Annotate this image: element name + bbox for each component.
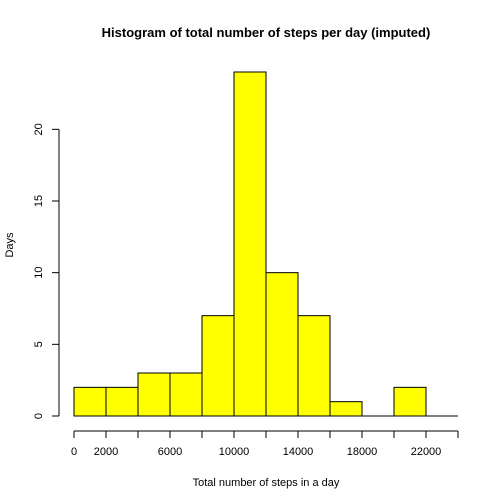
x-axis: 0 2000 6000 10000 14000 18000 22000 — [71, 430, 459, 458]
histogram-bar-2 — [137, 372, 171, 417]
y-tick-label-0: 0 — [33, 413, 45, 419]
y-axis: 0 5 10 15 20 — [33, 123, 60, 419]
histogram-bar-6 — [265, 272, 299, 417]
histogram-bar-3 — [169, 372, 203, 417]
x-tick-label-1: 2000 — [94, 446, 118, 458]
y-axis-label: Days — [4, 232, 16, 258]
histogram-bar-1 — [105, 386, 139, 417]
y-tick-label-2: 10 — [33, 267, 45, 279]
histogram-bar-5 — [233, 71, 267, 417]
histogram-bar-7 — [297, 315, 331, 417]
x-tick-label-9: 18000 — [347, 446, 378, 458]
histogram-bar-0 — [73, 386, 107, 417]
x-axis-label: Total number of steps in a day — [193, 477, 340, 489]
x-tick-label-3: 6000 — [158, 446, 182, 458]
x-tick-label-11: 22000 — [411, 446, 442, 458]
y-tick-label-4: 20 — [33, 123, 45, 135]
histogram-bar-4 — [201, 315, 235, 417]
x-tick-label-7: 14000 — [283, 446, 314, 458]
x-tick-label-5: 10000 — [219, 446, 250, 458]
y-tick-label-1: 5 — [33, 341, 45, 347]
x-tick-label-0: 0 — [71, 446, 77, 458]
chart-title: Histogram of total number of steps per d… — [102, 25, 431, 40]
histogram-bar-8 — [329, 401, 363, 417]
bars-group — [73, 71, 458, 417]
histogram-bar-10 — [393, 386, 427, 417]
y-tick-label-3: 15 — [33, 195, 45, 207]
